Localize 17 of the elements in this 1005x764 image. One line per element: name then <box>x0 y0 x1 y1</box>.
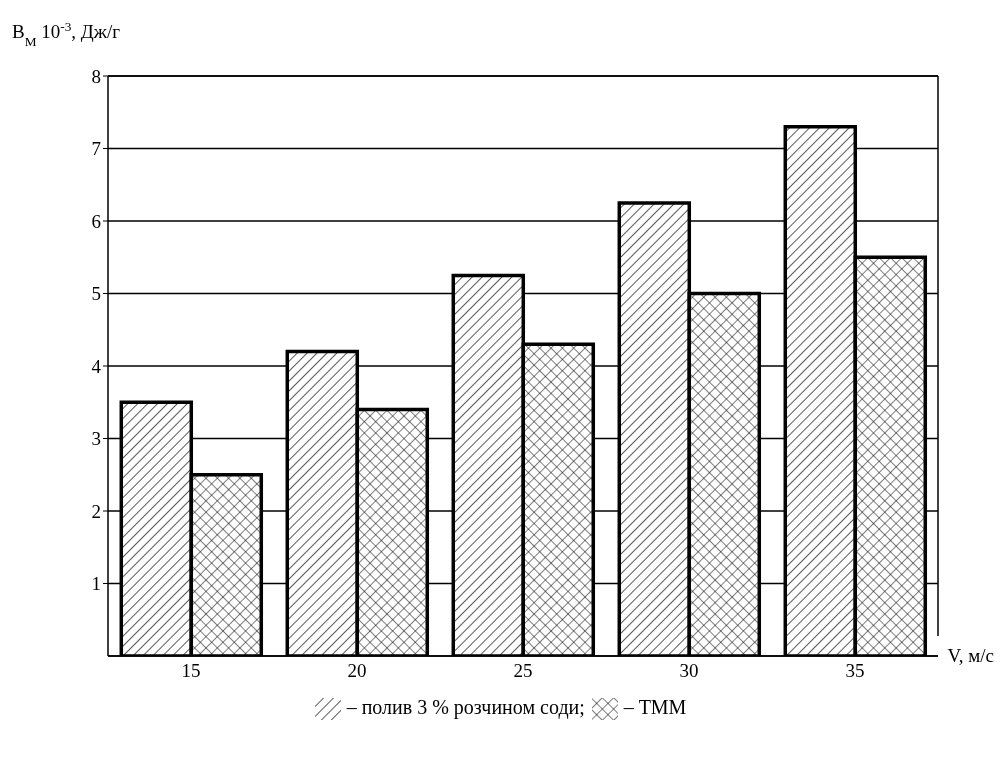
y-tick-label: 2 <box>91 500 101 522</box>
x-tick-label: 30 <box>679 660 699 682</box>
x-tick-label: 20 <box>347 660 367 682</box>
y-tick-label: 1 <box>91 573 101 595</box>
legend-label: – ТММ <box>622 696 687 718</box>
y-tick-label: 6 <box>91 210 101 232</box>
y-axis-title: B$_{M}$ 10$^{-3}$, Дж/г <box>12 18 121 49</box>
x-tick-label: 25 <box>513 660 533 682</box>
x-axis-title: V, м/с <box>947 645 994 666</box>
y-tick-label: 7 <box>91 138 101 160</box>
x-tick-label: 35 <box>845 660 865 682</box>
y-tick-label: 4 <box>91 355 102 377</box>
y-tick-label: 8 <box>91 65 101 87</box>
y-tick-label: 5 <box>91 283 101 305</box>
y-tick-label: 3 <box>91 428 101 450</box>
x-tick-label: 15 <box>181 660 201 682</box>
legend-label: – полив 3 % розчином соди; <box>345 696 585 718</box>
